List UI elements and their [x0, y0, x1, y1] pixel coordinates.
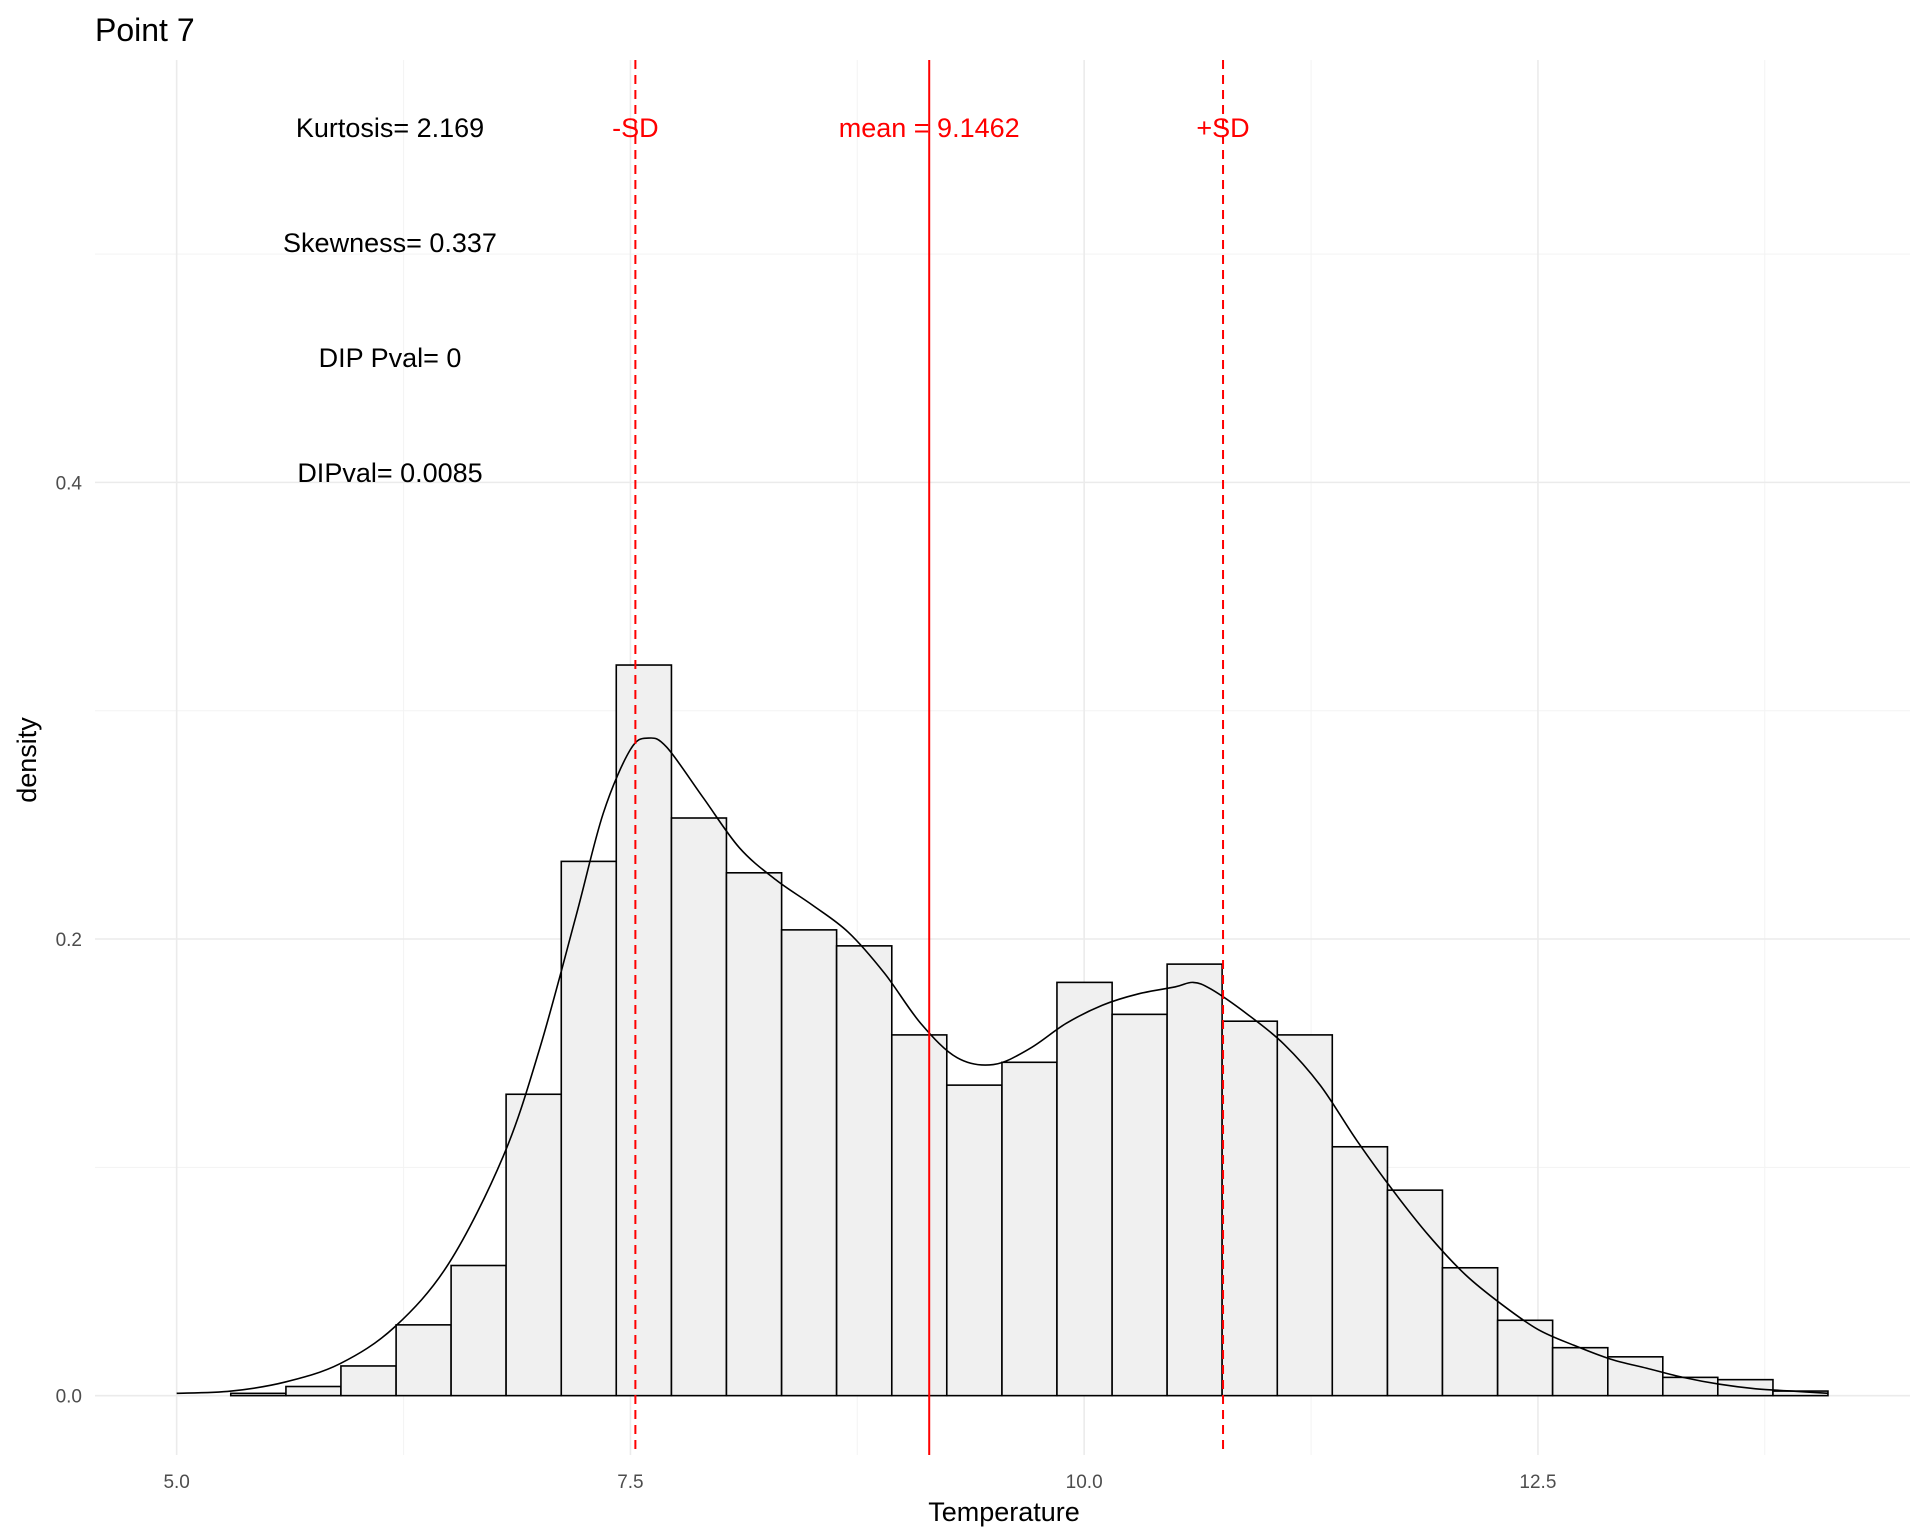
- histogram-bar: [615, 664, 673, 1397]
- histogram-bar: [229, 1392, 287, 1397]
- histogram-bar: [1001, 1061, 1058, 1397]
- histogram-bar: [1111, 1013, 1168, 1397]
- histogram-bar: [395, 1324, 452, 1397]
- histogram-bar: [1166, 963, 1223, 1397]
- histogram-bar: [780, 929, 838, 1397]
- x-axis-title: Temperature: [928, 1497, 1080, 1527]
- reference-lines: -SD mean = 9.1462 +SD: [612, 60, 1250, 1455]
- histogram-bar: [670, 817, 728, 1397]
- kurtosis-annotation: Kurtosis= 2.169: [296, 113, 484, 143]
- chart-title: Point 7: [95, 12, 195, 48]
- y-tick-label: 0.0: [56, 1387, 82, 1408]
- histogram-bar: [1331, 1145, 1389, 1397]
- histogram-bar: [1661, 1376, 1719, 1397]
- stat-annotations: Kurtosis= 2.169 Skewness= 0.337 DIP Pval= …: [283, 113, 497, 488]
- histogram-bar: [725, 871, 783, 1397]
- histogram-bar: [1496, 1319, 1554, 1397]
- density-curve: [176, 737, 1829, 1395]
- density-curve-layer: [176, 737, 1829, 1395]
- dip-pval-annotation: DIP Pval= 0: [319, 343, 462, 373]
- histogram-bar: [285, 1385, 342, 1397]
- histogram-bar: [340, 1365, 397, 1397]
- skewness-annotation: Skewness= 0.337: [283, 228, 497, 258]
- minus-sd-label: -SD: [612, 113, 659, 143]
- histogram-bar: [945, 1084, 1003, 1397]
- histogram-bar: [1441, 1266, 1499, 1397]
- histogram-bar: [505, 1093, 563, 1397]
- x-tick-label: 7.5: [617, 1472, 643, 1493]
- histogram-bar: [1386, 1189, 1444, 1397]
- histogram-bar: [835, 945, 893, 1397]
- dipval-annotation: DIPval= 0.0085: [297, 458, 482, 488]
- histogram-bar: [1607, 1356, 1664, 1397]
- histogram-bar: [1056, 981, 1113, 1397]
- x-tick-label: 5.0: [163, 1472, 189, 1493]
- histogram-bar: [1221, 1020, 1279, 1397]
- axis-ticks: 5.0 7.5 10.0 12.5 0.0 0.2 0.4: [56, 473, 1557, 1493]
- histogram-bars: [229, 664, 1829, 1397]
- y-tick-label: 0.2: [56, 930, 82, 951]
- histogram-bar: [1276, 1034, 1334, 1397]
- x-tick-label: 10.0: [1066, 1472, 1103, 1493]
- histogram-bar: [890, 1034, 948, 1397]
- y-tick-label: 0.4: [56, 473, 83, 494]
- x-tick-label: 12.5: [1519, 1472, 1556, 1493]
- y-axis-title: density: [12, 717, 42, 803]
- plus-sd-label: +SD: [1196, 113, 1249, 143]
- mean-label: mean = 9.1462: [839, 113, 1020, 143]
- histogram-bar: [450, 1264, 507, 1397]
